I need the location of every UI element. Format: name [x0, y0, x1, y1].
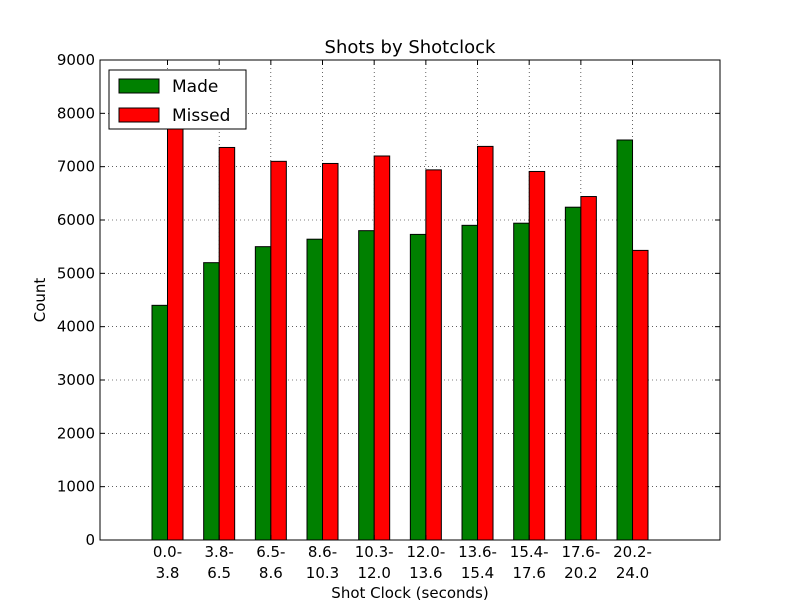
bar-missed [477, 145, 494, 541]
bar-made [513, 222, 530, 541]
chart-title: Shots by Shotclock [325, 37, 497, 58]
x-tick-label: 13.6- [458, 543, 497, 561]
x-tick-label: 3.8 [156, 564, 180, 582]
x-tick-label: 3.8- [205, 543, 234, 561]
x-tick-label: 6.5- [256, 543, 285, 561]
x-tick-label: 6.5 [207, 564, 231, 582]
legend-swatch-made [118, 78, 160, 94]
x-tick-label: 8.6- [308, 543, 337, 561]
y-tick-label: 6000 [57, 211, 95, 229]
bar-missed [373, 155, 391, 541]
x-tick-label: 12.0- [406, 543, 445, 561]
bar-missed [218, 146, 236, 541]
bar-made [151, 304, 168, 541]
x-tick-label: 20.2- [613, 543, 652, 561]
legend: Made Missed [108, 69, 247, 130]
y-tick-label: 8000 [57, 104, 95, 122]
bar-missed [632, 249, 649, 541]
bar-made [409, 233, 427, 541]
bar-made [358, 230, 375, 541]
x-tick-label: 10.3- [355, 543, 394, 561]
bar-missed [425, 169, 442, 541]
bar-made [616, 139, 634, 541]
y-tick-label: 1000 [57, 478, 95, 496]
bar-made [461, 224, 479, 541]
x-tick-label: 13.6 [409, 564, 442, 582]
x-tick-label: 8.6 [259, 564, 283, 582]
x-tick-label: 0.0- [153, 543, 182, 561]
bar-missed [528, 170, 546, 541]
x-tick-label: 20.2 [564, 564, 597, 582]
x-tick-label: 17.6- [561, 543, 600, 561]
legend-label-made: Made [172, 77, 218, 97]
bar-made [203, 262, 220, 541]
bar-made [254, 246, 272, 541]
x-axis-label: Shot Clock (seconds) [331, 584, 488, 600]
ticks: 0 1000 2000 3000 4000 5000 6000 7000 8000 9000 0.0… [57, 51, 720, 582]
x-tick-label: 10.3 [306, 564, 339, 582]
legend-label-missed: Missed [172, 106, 230, 126]
x-tick-label: 15.4- [510, 543, 549, 561]
y-tick-label: 7000 [57, 158, 95, 176]
x-tick-label: 12.0 [357, 564, 390, 582]
y-tick-label: 2000 [57, 424, 95, 442]
y-tick-label: 9000 [57, 51, 95, 69]
x-tick-label: 17.6 [512, 564, 545, 582]
bar-missed [580, 196, 597, 541]
legend-swatch-missed [118, 107, 160, 123]
bar-missed [322, 162, 339, 541]
y-tick-label: 3000 [57, 371, 95, 389]
bar-missed [270, 160, 287, 541]
x-tick-label: 15.4 [461, 564, 494, 582]
plot-frame [99, 59, 721, 541]
bars [151, 127, 649, 541]
bar-made [564, 206, 582, 541]
y-axis-label: Count [31, 278, 49, 323]
y-tick-label: 0 [85, 531, 95, 549]
y-tick-label: 4000 [57, 318, 95, 336]
bar-made [306, 238, 324, 541]
y-tick-label: 5000 [57, 264, 95, 282]
bar-missed [167, 127, 184, 541]
x-tick-label: 24.0 [616, 564, 649, 582]
